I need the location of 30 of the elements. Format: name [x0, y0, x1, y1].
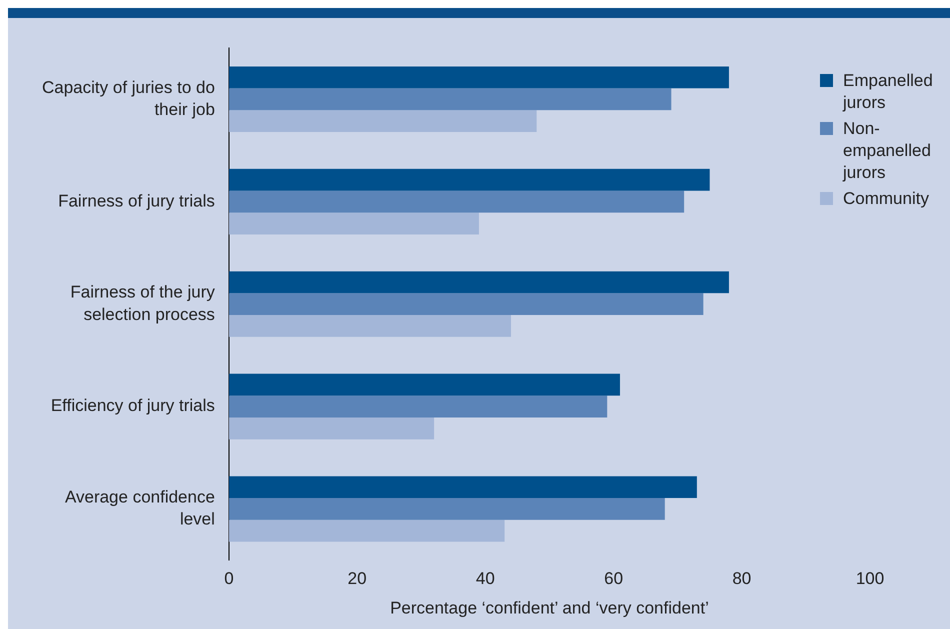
x-tick-label: 60 — [604, 569, 624, 588]
bar — [228, 66, 729, 88]
bar — [228, 374, 620, 396]
x-tick-label: 100 — [856, 569, 884, 588]
x-tick-label: 20 — [348, 569, 367, 588]
bar — [228, 88, 672, 110]
bar — [228, 110, 537, 132]
x-tick-label: 80 — [732, 569, 752, 588]
x-tick-label: 0 — [224, 569, 234, 588]
legend-label: Empanelled jurors — [843, 70, 934, 114]
bar — [228, 271, 729, 294]
bar — [228, 498, 665, 520]
bar — [228, 293, 704, 316]
x-tick-label: 40 — [476, 569, 495, 588]
bar — [228, 396, 608, 418]
y-tick-label: Capacity of juries to do their job — [42, 78, 215, 119]
bar — [228, 476, 697, 498]
legend-label: Community — [843, 188, 929, 210]
y-tick-label: Fairness of the jury selection process — [70, 282, 216, 324]
bar — [228, 315, 511, 337]
bar — [228, 417, 434, 440]
y-tick-label: Efficiency of jury trials — [50, 396, 215, 416]
bar — [228, 190, 684, 213]
x-axis-title: Percentage ‘confident’ and ‘very confident’ — [390, 598, 709, 618]
y-tick-label: Average confidence level — [64, 488, 215, 529]
y-tick-label: Fairness of jury trials — [58, 191, 215, 210]
bar — [228, 212, 479, 234]
legend-label: Non-empanelled jurors — [843, 118, 932, 184]
bar — [228, 520, 505, 542]
bar — [228, 168, 710, 191]
